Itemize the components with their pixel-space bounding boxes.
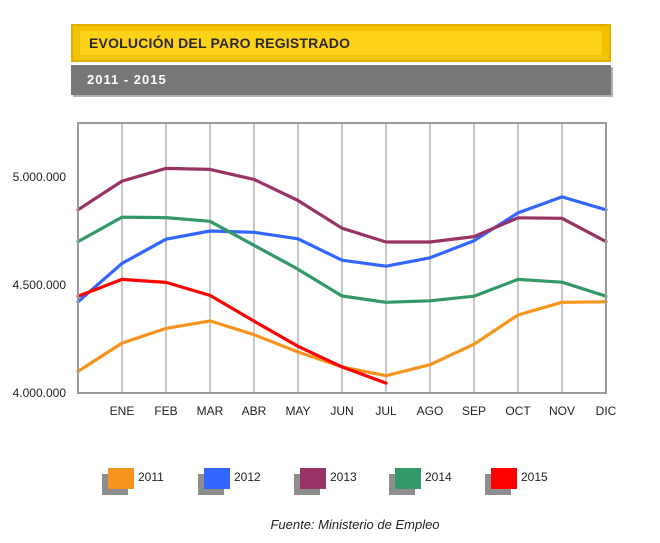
x-tick-label: JUN (330, 404, 353, 418)
x-tick-label: ABR (242, 404, 267, 418)
legend-swatch (300, 468, 326, 489)
legend-label: 2012 (234, 470, 261, 484)
x-tick-label: OCT (505, 404, 531, 418)
plot-frame (77, 122, 607, 394)
x-axis-ticks: ENE FEB MAR ABR MAY JUN JUL AGO SEP OCT NOV DIC (110, 404, 617, 418)
legend-label: 2015 (521, 470, 548, 484)
source-note: Fuente: Ministerio de Empleo (270, 517, 440, 532)
legend: 2011 2012 2013 2014 2015 (102, 468, 548, 495)
legend-swatch (108, 468, 134, 489)
legend-swatch (204, 468, 230, 489)
legend-item-2011: 2011 (102, 468, 164, 495)
x-tick-label: NOV (549, 404, 575, 418)
grid-lines (121, 123, 607, 393)
x-tick-label: JUL (375, 404, 397, 418)
legend-swatch (395, 468, 421, 489)
x-tick-label: SEP (462, 404, 486, 418)
series-lines (76, 166, 608, 385)
series-line-2015 (76, 277, 388, 385)
x-tick-label: FEB (154, 404, 177, 418)
chart-title: EVOLUCIÓN DEL PARO REGISTRADO (80, 31, 602, 55)
legend-label: 2014 (425, 470, 452, 484)
plot-border (77, 122, 607, 394)
chart-subtitle: 2011 - 2015 (71, 65, 611, 95)
x-tick-label: DIC (596, 404, 617, 418)
legend-item-2012: 2012 (198, 468, 261, 495)
legend-label: 2013 (330, 470, 357, 484)
x-tick-label: MAR (197, 404, 224, 418)
legend-item-2014: 2014 (389, 468, 452, 495)
y-axis-ticks: 4.000.000 4.500.000 5.000.000 (13, 170, 67, 400)
x-tick-label: MAY (285, 404, 310, 418)
title-banner: EVOLUCIÓN DEL PARO REGISTRADO (71, 24, 611, 62)
y-tick-label: 4.000.000 (13, 386, 67, 400)
y-tick-label: 4.500.000 (13, 278, 67, 292)
legend-item-2015: 2015 (485, 468, 548, 495)
legend-item-2013: 2013 (294, 468, 357, 495)
series-line-2013 (76, 166, 608, 244)
legend-swatch (491, 468, 517, 489)
series-line-2014 (76, 215, 608, 304)
x-tick-label: AGO (417, 404, 444, 418)
legend-label: 2011 (138, 470, 164, 484)
series-line-2012 (76, 195, 608, 304)
x-tick-label: ENE (110, 404, 135, 418)
y-tick-label: 5.000.000 (13, 170, 67, 184)
